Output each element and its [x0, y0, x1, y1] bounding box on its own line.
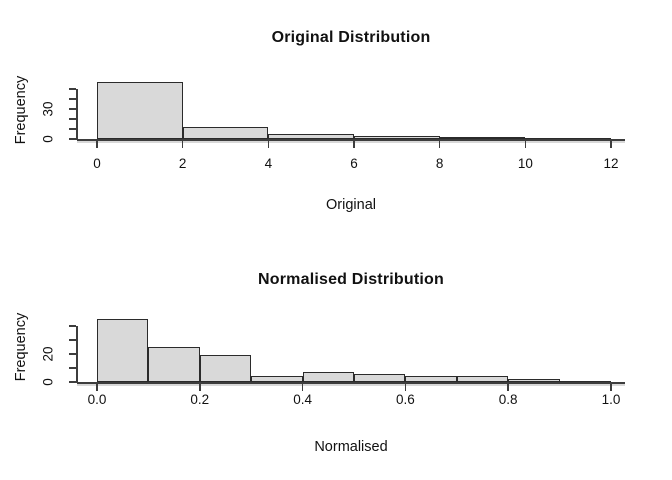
x-tick — [507, 384, 509, 391]
x-tick — [301, 384, 304, 391]
histogram-bar — [97, 319, 149, 382]
x-tick-label: 2 — [178, 156, 187, 171]
histogram-bar — [456, 376, 509, 382]
x-axis-shadow-line — [77, 384, 625, 386]
x-tick — [181, 141, 184, 148]
x-tick-label: 10 — [517, 156, 533, 171]
y-tick — [69, 353, 76, 355]
y-tick-label: 30 — [40, 101, 56, 117]
histogram-bar — [97, 82, 183, 139]
x-axis-label: Normalised — [314, 439, 388, 455]
x-tick-label: 0.0 — [87, 392, 107, 407]
histogram-bar — [182, 127, 269, 139]
x-tick — [404, 384, 407, 391]
y-tick-label: 20 — [40, 346, 56, 362]
x-tick-label: 6 — [350, 156, 358, 171]
histogram-bar — [268, 134, 354, 139]
x-tick-label: 0.8 — [498, 392, 518, 407]
histogram-bar — [508, 379, 560, 382]
x-tick — [267, 141, 270, 148]
y-axis-line — [76, 89, 78, 140]
histogram-bar — [354, 136, 440, 139]
y-axis-line — [76, 326, 78, 383]
y-tick — [69, 118, 76, 120]
x-tick-label: 4 — [264, 156, 273, 171]
y-tick — [69, 381, 76, 383]
y-axis-label: Frequency — [13, 312, 29, 382]
histogram-bar — [405, 376, 457, 382]
y-tick-label: 0 — [40, 378, 56, 386]
histogram-bar — [439, 137, 526, 139]
x-tick — [199, 384, 201, 391]
x-tick — [96, 141, 98, 148]
x-axis-shadow-line — [77, 141, 625, 143]
x-tick-label: 0.2 — [190, 392, 210, 407]
y-tick — [69, 367, 76, 369]
x-axis-label: Original — [326, 197, 376, 213]
histogram-bar — [354, 373, 406, 382]
x-axis-line — [77, 382, 625, 384]
chart-title: Normalised Distribution — [258, 271, 444, 288]
x-tick-label: 0.4 — [293, 392, 312, 407]
y-tick — [69, 128, 76, 130]
y-tick — [69, 98, 76, 100]
y-tick-label: 0 — [40, 135, 56, 143]
y-tick — [69, 325, 76, 327]
x-tick-label: 0 — [93, 156, 101, 171]
x-tick — [610, 141, 612, 148]
histogram-bar — [148, 347, 200, 382]
x-tick — [96, 384, 98, 391]
x-tick — [438, 141, 441, 148]
x-tick-label: 8 — [435, 156, 444, 171]
chart-title: Original Distribution — [271, 29, 431, 46]
x-tick-label: 0.6 — [396, 392, 415, 407]
histogram-bar — [302, 372, 354, 382]
y-tick — [69, 88, 76, 90]
y-tick — [69, 339, 76, 341]
histogram-bar — [199, 355, 252, 382]
x-tick — [524, 141, 527, 148]
x-tick — [353, 141, 355, 148]
x-tick-label: 12 — [603, 156, 619, 171]
x-axis-line — [77, 139, 625, 141]
y-tick — [69, 108, 76, 110]
x-tick-label: 1.0 — [601, 392, 621, 407]
y-axis-label: Frequency — [13, 75, 29, 145]
x-tick — [610, 384, 612, 391]
y-tick — [69, 138, 76, 140]
histogram-bar — [251, 376, 303, 382]
